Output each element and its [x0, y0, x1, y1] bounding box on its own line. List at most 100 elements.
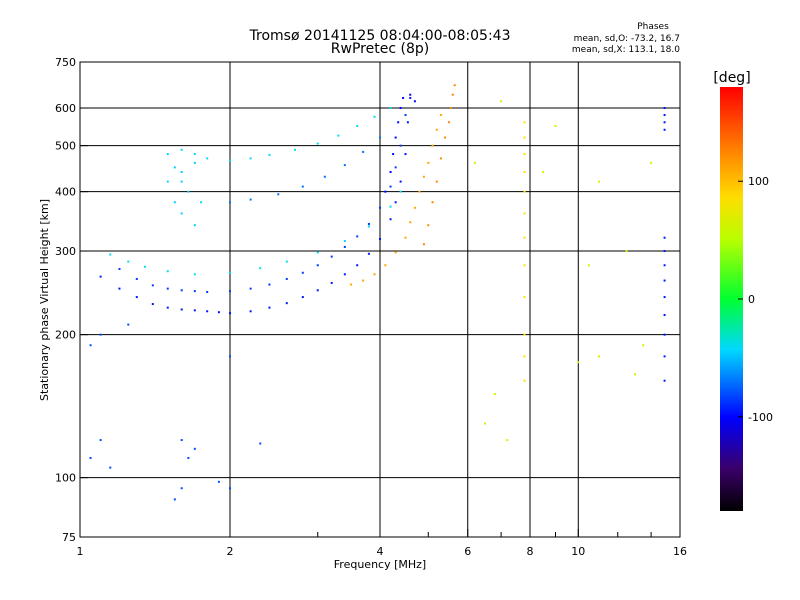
data-point [217, 480, 220, 483]
colorbar-ticks: 100 0 -100 [738, 175, 773, 424]
data-point [409, 96, 412, 99]
data-point [597, 355, 600, 358]
x-tick-label: 6 [464, 545, 471, 558]
data-point [180, 171, 183, 174]
data-point [443, 136, 446, 139]
series-oblique-echoes-cyan [180, 107, 392, 162]
data-point [301, 271, 304, 274]
data-point [542, 171, 545, 174]
x-tick-label: 10 [571, 545, 585, 558]
data-point [206, 290, 209, 293]
data-point [484, 422, 487, 425]
data-point [409, 221, 412, 224]
data-point [343, 164, 346, 167]
data-point [193, 273, 196, 276]
data-point [389, 218, 392, 221]
data-point [127, 260, 130, 263]
data-point [249, 157, 252, 160]
data-point [379, 136, 381, 139]
data-point [367, 222, 370, 225]
data-point [323, 175, 326, 178]
data-point [127, 323, 130, 326]
data-point [166, 306, 169, 309]
data-point [435, 180, 438, 183]
data-point [187, 456, 190, 459]
data-point [343, 245, 346, 248]
data-point [493, 393, 496, 396]
data-point [392, 153, 395, 156]
data-point [367, 252, 370, 255]
data-point [330, 281, 333, 284]
data-point [249, 310, 252, 313]
data-point [523, 190, 526, 193]
data-point [473, 161, 476, 164]
data-point [109, 253, 112, 256]
data-point [523, 121, 526, 124]
data-point [206, 157, 209, 160]
data-point [143, 265, 146, 268]
data-point [362, 279, 365, 282]
data-point [259, 442, 262, 445]
data-point [229, 159, 231, 162]
data-point [663, 379, 666, 382]
data-point [206, 310, 209, 313]
y-tick-label: 750 [55, 56, 76, 69]
plot-frame [79, 61, 681, 538]
data-point [362, 150, 365, 153]
data-point [373, 273, 376, 276]
data-point [166, 270, 169, 273]
series-vertical-column-15MHz [663, 107, 666, 382]
data-point [663, 107, 666, 110]
colorbar-tick-label: 100 [748, 175, 769, 188]
data-point [634, 373, 637, 376]
series-oblique-echoes-blue [229, 136, 381, 204]
data-point [663, 250, 666, 253]
y-tick-label: 500 [55, 140, 76, 153]
data-point [597, 180, 600, 183]
data-point [180, 180, 183, 183]
stats-line-o: mean, sd,O: -73.2, 16.7 [574, 34, 680, 44]
data-point [394, 136, 397, 139]
plot-grid [80, 62, 680, 537]
data-point [625, 250, 628, 253]
y-axis-label: Stationary phase Virtual Height [km] [38, 199, 51, 401]
data-point [523, 136, 526, 139]
data-point [316, 264, 319, 267]
data-point [193, 309, 196, 312]
data-point [439, 114, 442, 117]
data-point [413, 206, 416, 209]
chart-title: Tromsø 20141125 08:04:00-08:05:43 [249, 28, 511, 44]
data-point [418, 190, 421, 193]
data-point [506, 439, 509, 442]
data-point [642, 344, 645, 347]
data-point [356, 124, 359, 127]
data-point [293, 148, 296, 151]
data-point [166, 153, 169, 156]
data-point [422, 243, 425, 246]
data-point [523, 212, 526, 215]
data-point [663, 279, 666, 282]
data-point [343, 273, 346, 276]
y-tick-label: 300 [55, 245, 76, 258]
colorbar: [deg] 100 0 -100 [713, 70, 773, 511]
data-point [268, 283, 271, 286]
data-point [268, 153, 271, 156]
series-f2-cusp-steep [384, 93, 416, 193]
data-point [193, 224, 196, 227]
series-x-mode-orange [350, 114, 442, 286]
data-point [356, 235, 359, 238]
x-axis-label: Frequency [MHz] [334, 558, 426, 571]
data-point [427, 161, 430, 164]
data-point [389, 185, 392, 188]
data-point [249, 287, 252, 290]
data-point [193, 161, 196, 164]
data-point [663, 121, 666, 124]
data-point [394, 251, 397, 254]
data-point [500, 100, 503, 103]
data-point [404, 114, 407, 117]
data-point [259, 267, 262, 270]
data-point [99, 275, 102, 278]
series-middle-blue-arc [118, 114, 407, 293]
data-point [399, 107, 402, 110]
data-point [316, 142, 319, 145]
